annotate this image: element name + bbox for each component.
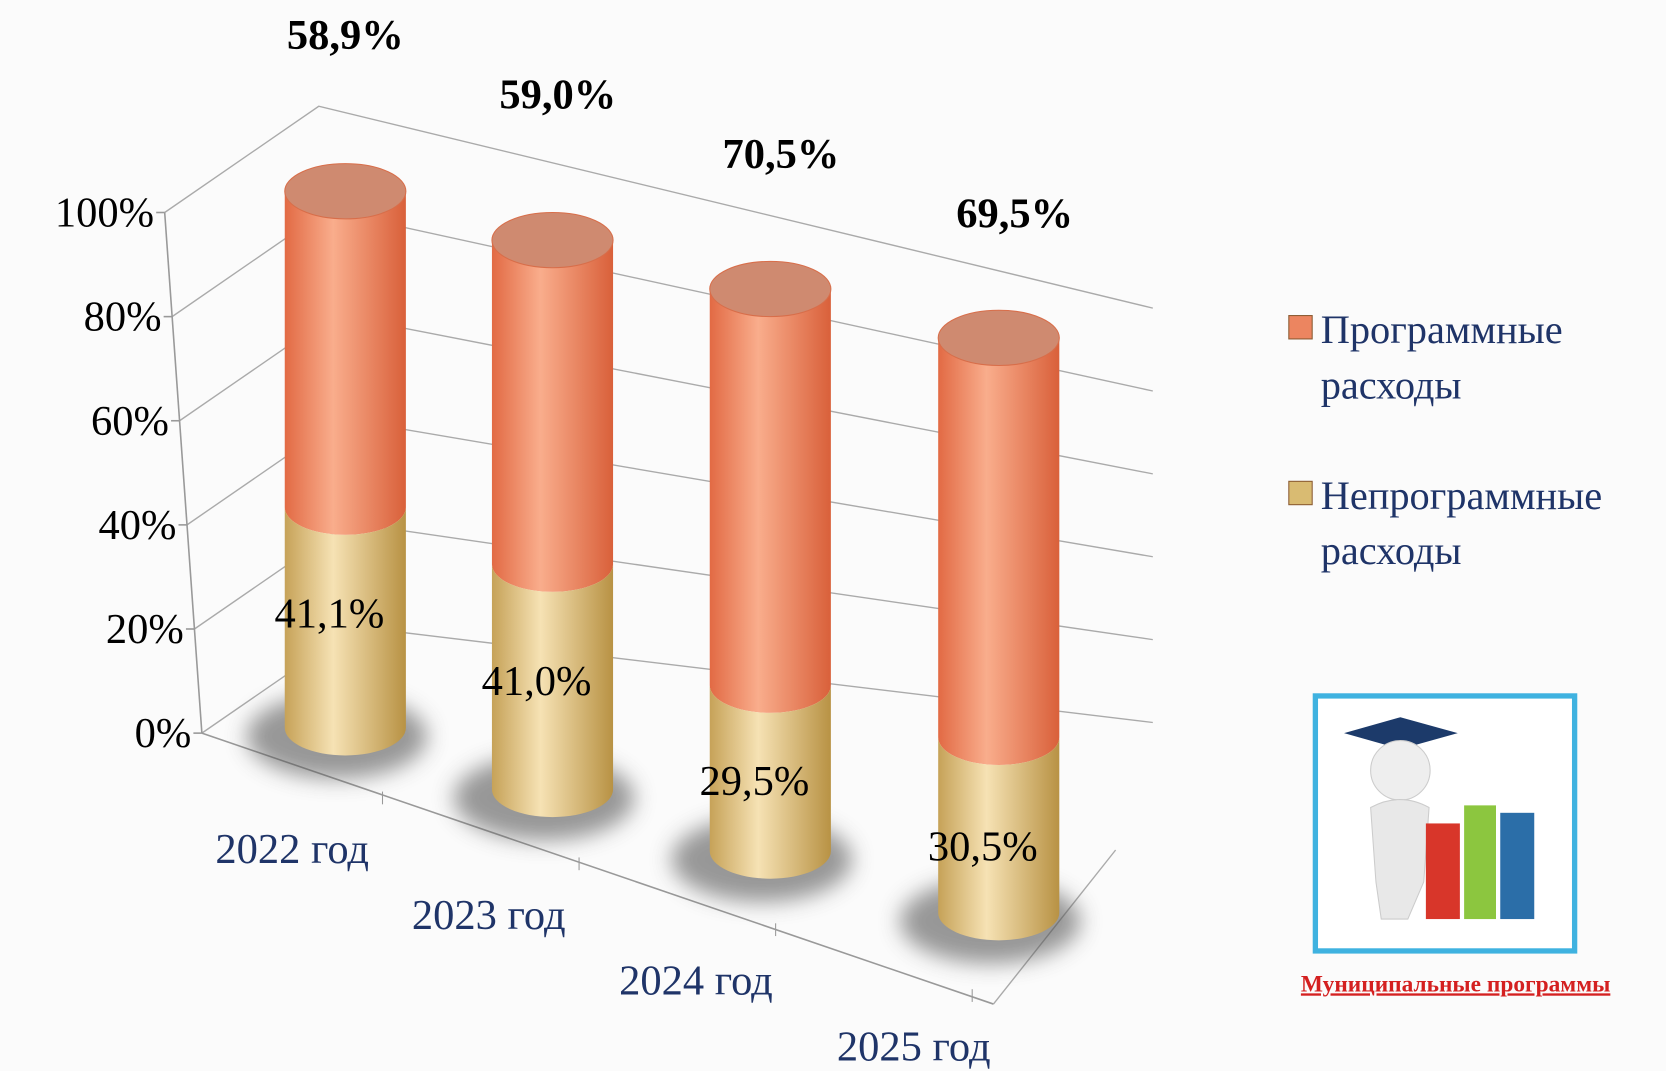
cylinder-cap <box>284 163 407 220</box>
cylinder-segment <box>284 191 406 535</box>
cylinder-segment <box>709 289 831 713</box>
y-tick-label: 40% <box>98 502 176 549</box>
x-tick-label: 2022 год <box>215 826 369 873</box>
data-label: 58,9% <box>287 12 404 59</box>
y-tick-label: 100% <box>55 190 154 237</box>
legend-label: Непрограммные расходы <box>1320 473 1603 574</box>
legend-swatch <box>1288 480 1313 506</box>
data-label: 59,0% <box>499 72 616 119</box>
data-label: 41,0% <box>482 658 592 705</box>
legend-swatch <box>1288 315 1313 340</box>
cylinder-segment <box>938 737 1060 941</box>
cylinder-segment <box>491 564 614 818</box>
x-tick-label: 2025 год <box>837 1024 991 1071</box>
x-tick-label: 2024 год <box>619 958 773 1005</box>
picture <box>1312 693 1578 954</box>
legend-entry: Программные расходы <box>1320 308 1563 408</box>
data-label: 41,1% <box>274 590 384 637</box>
legend-label: Программные расходы <box>1320 308 1563 408</box>
y-tick-label: 20% <box>106 606 184 653</box>
y-tick-label: 0% <box>135 710 192 757</box>
legend-entry: Непрограммные расходы <box>1320 473 1603 574</box>
plot: 2022 год 41,1% 58,9% 2023 год 41,0% 59,0% 2024… <box>215 12 1603 1071</box>
cylinder-cap <box>937 309 1060 367</box>
y-tick-label: 80% <box>84 294 162 341</box>
y-axis <box>163 212 203 734</box>
grid-line <box>164 105 1153 309</box>
y-tick-label: 60% <box>91 398 169 445</box>
x-tick-label: 2023 год <box>412 892 566 939</box>
data-label: 29,5% <box>699 758 809 805</box>
data-label: 70,5% <box>723 131 840 178</box>
cylinder-cap <box>709 260 832 318</box>
cylinder-segment <box>284 507 406 756</box>
cylinder-cap <box>491 211 614 269</box>
cylinder-segment <box>709 685 831 879</box>
image-caption: Муниципальные программы <box>1301 971 1610 997</box>
cylinder-segment <box>938 337 1060 765</box>
data-label: 69,5% <box>956 191 1073 238</box>
data-label: 30,5% <box>928 823 1038 870</box>
cylinder-segment <box>491 240 614 592</box>
